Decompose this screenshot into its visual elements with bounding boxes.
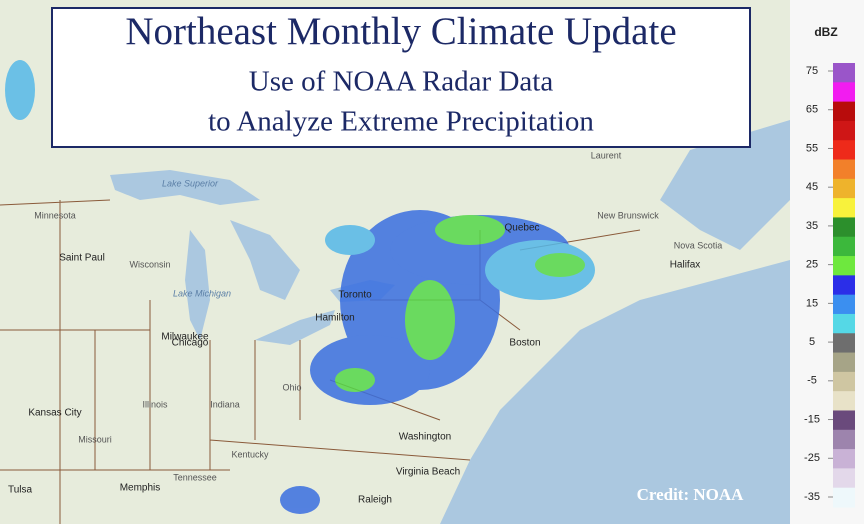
subtitle-line: to Analyze Extreme Precipitation [208,106,594,138]
map-label: Virginia Beach [396,467,460,478]
map-label: Washington [399,432,451,443]
lake-huron [230,220,300,300]
legend-swatch [833,429,855,450]
legend-swatch [833,236,855,257]
legend-swatch [833,294,855,315]
map-label: Missouri [78,434,112,444]
legend-swatch [833,178,855,199]
legend-tick-label: 75 [806,65,818,77]
legend-tick-label: 35 [806,220,818,232]
legend-tick-label: 45 [806,181,818,193]
legend-swatch [833,487,855,508]
map-label: Illinois [142,399,168,409]
map-label: New Brunswick [597,210,659,220]
map-label: Chicago [172,338,209,349]
legend-swatch [833,256,855,276]
legend-swatch [833,275,855,296]
map-label: Tulsa [8,485,33,496]
map-label: Indiana [210,399,240,409]
map-label: Saint Paul [59,253,105,264]
legend-swatch [833,159,855,180]
credit: Credit: NOAA [637,485,745,504]
map-label: Hamilton [315,313,354,324]
legend-swatch [833,449,855,469]
legend-swatch [833,371,855,392]
map-label: Milwaukee [161,332,209,343]
map-label: Kentucky [231,449,269,459]
legend-swatch [833,120,855,141]
legend-swatch [833,82,855,103]
map-label: Lake Michigan [173,288,231,298]
map-label: Lake Superior [162,178,219,188]
map-label: Laurent [591,150,622,160]
map-label: Raleigh [358,495,392,506]
title: Northeast Monthly Climate Update [125,10,676,53]
legend-swatch [833,410,855,431]
map-label: Quebec [504,223,539,234]
map-label: Boston [509,338,540,349]
radar-echoes [5,60,595,514]
atlantic [440,260,790,524]
map-label: Nova Scotia [674,240,723,250]
map-label: Tennessee [173,472,217,482]
legend-swatch [833,101,855,122]
legend-swatch [833,198,855,218]
map-label: Ohio [282,382,301,392]
subtitle-line: Use of NOAA Radar Data [249,66,554,98]
legend-tick-label: -25 [804,452,820,464]
legend-tick-label: 65 [806,104,818,116]
legend-swatch [833,313,855,334]
map-label: Toronto [338,290,372,301]
legend-swatch [833,333,855,354]
legend-tick-label: -35 [804,491,820,503]
legend-tick-label: 15 [806,297,818,309]
title-box [51,7,751,148]
legend-tick-label: 55 [806,142,818,154]
map-label: Halifax [670,260,701,271]
lake-michigan [185,230,210,340]
legend-swatch [833,468,855,489]
lake-erie [255,310,335,345]
legend-swatch [833,391,855,411]
legend-tick-label: 25 [806,259,818,271]
map-label: Minnesota [34,210,76,220]
map-label: Kansas City [28,408,81,419]
legend-tick-label: -15 [804,413,820,425]
legend-swatch [833,140,855,161]
lake-superior [110,170,260,205]
gulf [660,120,790,250]
map-label: Wisconsin [129,259,170,269]
legend-tick-label: 5 [809,336,815,348]
legend-unit: dBZ [814,25,837,39]
legend-swatch [833,217,855,238]
map-label: Memphis [120,483,161,494]
legend-swatch [833,63,855,83]
legend-tick-label: -5 [807,375,817,387]
legend-swatch [833,352,855,373]
